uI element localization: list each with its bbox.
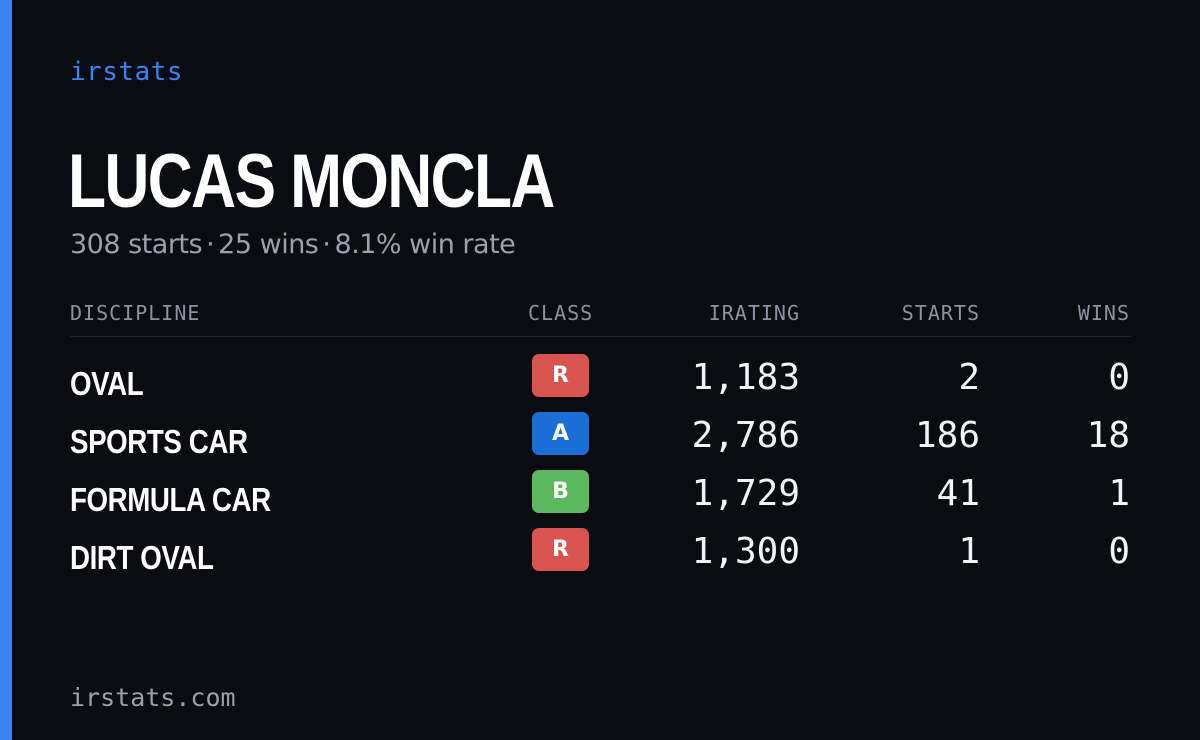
irating-value: 1,183: [691, 357, 800, 398]
column-header-irating: IRATING: [708, 301, 800, 325]
table-row: FORMULA CAR B 1,729 41 1: [70, 470, 1131, 528]
irating-value: 1,729: [691, 473, 800, 514]
summary-separator: ·: [206, 229, 215, 260]
footer-url: irstats.com: [70, 683, 236, 712]
column-header-starts: STARTS: [901, 301, 980, 325]
wins-value: 0: [1108, 357, 1130, 398]
discipline-name: SPORTS CAR: [70, 423, 248, 460]
starts-value: 186: [914, 415, 980, 456]
wins-value: 1: [1108, 473, 1130, 514]
driver-summary: 308 starts · 25 wins · 8.1% win rate: [70, 228, 516, 262]
irating-value: 1,300: [691, 531, 800, 572]
summary-separator: ·: [322, 229, 331, 260]
summary-wins: 25 wins: [218, 229, 319, 260]
class-badge: R: [532, 528, 589, 571]
brand-logo-text: irstats: [70, 57, 184, 87]
starts-value: 2: [958, 357, 980, 398]
column-header-discipline: DISCIPLINE: [70, 301, 201, 325]
class-badge: B: [532, 470, 589, 513]
driver-name: LUCAS MONCLA: [68, 139, 555, 224]
wins-value: 0: [1108, 531, 1130, 572]
table-row: OVAL R 1,183 2 0: [70, 354, 1131, 412]
discipline-name: FORMULA CAR: [70, 481, 271, 518]
column-header-wins: WINS: [1077, 301, 1130, 325]
irating-value: 2,786: [691, 415, 800, 456]
accent-bar: [0, 0, 12, 740]
class-badge: A: [532, 412, 589, 455]
summary-starts: 308 starts: [70, 229, 203, 260]
discipline-name: OVAL: [70, 365, 144, 402]
table-row: DIRT OVAL R 1,300 1 0: [70, 528, 1131, 586]
discipline-name: DIRT OVAL: [70, 539, 214, 576]
starts-value: 1: [958, 531, 980, 572]
wins-value: 18: [1086, 415, 1130, 456]
starts-value: 41: [936, 473, 980, 514]
table-header: DISCIPLINE CLASS IRATING STARTS WINS: [70, 300, 1131, 337]
class-badge: R: [532, 354, 589, 397]
table-row: SPORTS CAR A 2,786 186 18: [70, 412, 1131, 470]
summary-win-rate: 8.1% win rate: [334, 229, 516, 260]
column-header-class: CLASS: [528, 301, 594, 325]
